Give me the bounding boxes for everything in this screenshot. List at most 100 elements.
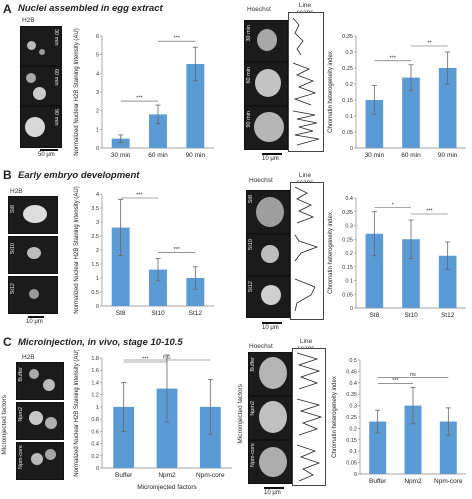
y-tick-label: 5 bbox=[96, 53, 99, 59]
x-tick-label: St10 bbox=[151, 310, 165, 317]
bar bbox=[113, 406, 135, 468]
y-tick-label: 0.2 bbox=[345, 82, 353, 88]
bar bbox=[149, 114, 167, 148]
stain-label-b-right: Hoechst bbox=[249, 177, 273, 184]
y-tick-label: 0.4 bbox=[91, 442, 99, 448]
y-tick-label: 0.35 bbox=[342, 34, 353, 40]
y-tick-label: 1 bbox=[96, 127, 99, 133]
y-tick-label: 1.2 bbox=[91, 393, 99, 399]
scale-label-a-right: 10 μm bbox=[262, 156, 279, 162]
line-scan-plot-c bbox=[292, 348, 326, 486]
x-tick-label: St12 bbox=[189, 310, 203, 317]
micrograph-a-left-2: 60 min bbox=[20, 66, 62, 106]
y-tick-label: 1 bbox=[96, 405, 99, 411]
y-tick-label: 0.3 bbox=[345, 50, 353, 56]
micrograph-c-left-2: Npm2 bbox=[16, 402, 64, 440]
y-tick-label: 0.3 bbox=[349, 404, 357, 410]
significance-label: *** bbox=[142, 357, 149, 363]
chart-a-h2b-intensity: 0 1 2 3 4 5 6 Normalized Nuclear H2B Staining I… bbox=[74, 28, 214, 159]
bar bbox=[439, 421, 457, 474]
y-tick-label: 0.35 bbox=[346, 392, 357, 398]
micrograph-c-left-3: Npm-core bbox=[16, 442, 64, 480]
y-tick-label: 0.25 bbox=[342, 237, 353, 243]
y-tick-label: 0.2 bbox=[349, 426, 357, 432]
y-tick-label: 3 bbox=[96, 90, 99, 96]
axis-label-c-left-images: Microinjected factors bbox=[1, 395, 8, 455]
scale-bar-b-left bbox=[28, 316, 44, 318]
stain-label-b-left: H2B bbox=[10, 188, 23, 195]
y-tick-label: 0.1 bbox=[349, 449, 357, 455]
micrograph-b-right-1: St8 bbox=[246, 190, 290, 234]
micrograph-c-right-3: Npm-core bbox=[248, 440, 292, 484]
significance-label: *** bbox=[136, 96, 143, 102]
line-scan-plot-a bbox=[288, 12, 324, 152]
y-tick-label: 3.5 bbox=[91, 206, 99, 212]
micrograph-a-right-2: 60 min bbox=[244, 62, 288, 106]
y-tick-label: 1.4 bbox=[91, 380, 99, 386]
y-tick-label: 0.45 bbox=[346, 369, 357, 375]
bar bbox=[402, 239, 420, 308]
bar bbox=[365, 100, 384, 148]
y-tick-label: 1 bbox=[96, 276, 99, 282]
scale-bar-b-right bbox=[262, 322, 282, 324]
y-tick-label: 0 bbox=[350, 306, 353, 312]
x-tick-label: St8 bbox=[116, 310, 126, 317]
significance-label: *** bbox=[426, 209, 433, 215]
axis-label-c-right-images: Microinjected factors bbox=[237, 384, 244, 444]
y-axis-label: Normalized Nuclear H2B Staining Intensit… bbox=[74, 350, 80, 477]
y-axis-label: Normalized Nuclear H2B Staining Intensit… bbox=[74, 28, 80, 155]
panel-letter-a: A bbox=[3, 2, 12, 16]
y-tick-label: 0.5 bbox=[349, 358, 357, 364]
y-tick-label: 0 bbox=[350, 146, 353, 152]
micrograph-a-left-3: 90 min bbox=[20, 106, 62, 148]
y-axis-label: Normalized Nuclear H2B Staining Intensit… bbox=[74, 186, 80, 313]
y-tick-label: 0.6 bbox=[91, 429, 99, 435]
y-tick-label: 0.2 bbox=[91, 454, 99, 460]
y-tick-label: 0.4 bbox=[349, 381, 357, 387]
bar bbox=[149, 269, 167, 306]
micrograph-a-right-3: 90 min bbox=[244, 106, 288, 150]
scale-label-b-right: 10 μm bbox=[262, 325, 279, 331]
scale-bar-a-left bbox=[40, 149, 58, 151]
stain-label-a-left: H2B bbox=[22, 17, 35, 24]
significance-label: *** bbox=[389, 55, 396, 61]
micrograph-c-left-1: Buffer bbox=[16, 362, 64, 400]
y-axis-label: Chromatin heterogeneity index bbox=[328, 212, 334, 294]
y-tick-label: 0.15 bbox=[342, 265, 353, 271]
y-tick-label: 0.15 bbox=[346, 438, 357, 444]
panel-title-b: Early embryo development bbox=[18, 170, 140, 181]
chart-c-heterogeneity: 0 0.05 0.1 0.15 0.2 0.25 0.3 0.35 0.4 0.45 0.5 Chro… bbox=[332, 358, 466, 485]
y-tick-label: 0 bbox=[96, 146, 99, 152]
y-tick-label: 0 bbox=[96, 304, 99, 310]
y-tick-label: 0.35 bbox=[342, 210, 353, 216]
bar bbox=[402, 77, 420, 148]
y-tick-label: 0.8 bbox=[91, 417, 99, 423]
panel-letter-c: C bbox=[3, 335, 12, 349]
y-axis-label: Chromatin heterogeneity index bbox=[328, 51, 334, 133]
y-tick-label: 0.1 bbox=[345, 114, 353, 120]
significance-label: *** bbox=[136, 193, 143, 199]
y-tick-label: 1.8 bbox=[91, 356, 99, 362]
micrograph-c-right-2: Npm2 bbox=[248, 396, 292, 440]
x-tick-label: Npm2 bbox=[404, 478, 422, 485]
bar bbox=[404, 405, 422, 474]
x-tick-label: 60 min bbox=[148, 152, 168, 159]
y-axis-label: Chromatin heterogeneity index bbox=[332, 376, 338, 458]
x-tick-label: 30 min bbox=[365, 152, 385, 159]
scale-label-b-left: 10 μm bbox=[26, 319, 43, 325]
scale-label-a-left: 50 μm bbox=[38, 152, 55, 158]
micrograph-b-right-3: St12 bbox=[246, 276, 290, 318]
x-tick-label: 60 min bbox=[401, 152, 421, 159]
y-tick-label: 0.15 bbox=[342, 98, 353, 104]
micrograph-b-right-2: St10 bbox=[246, 234, 290, 276]
micrograph-b-left-3: St12 bbox=[8, 276, 58, 314]
significance-label: *** bbox=[173, 247, 180, 253]
chart-a-heterogeneity: 0 0.05 0.1 0.15 0.2 0.25 0.3 0.35 Chromatin hete… bbox=[328, 34, 466, 159]
significance-label: n.s. bbox=[163, 355, 172, 361]
bar bbox=[438, 68, 457, 148]
x-tick-label: 30 min bbox=[111, 152, 131, 159]
y-tick-label: 6 bbox=[96, 34, 99, 40]
bar bbox=[369, 421, 387, 474]
y-tick-label: 4 bbox=[96, 71, 99, 77]
significance-label: ** bbox=[427, 41, 432, 47]
